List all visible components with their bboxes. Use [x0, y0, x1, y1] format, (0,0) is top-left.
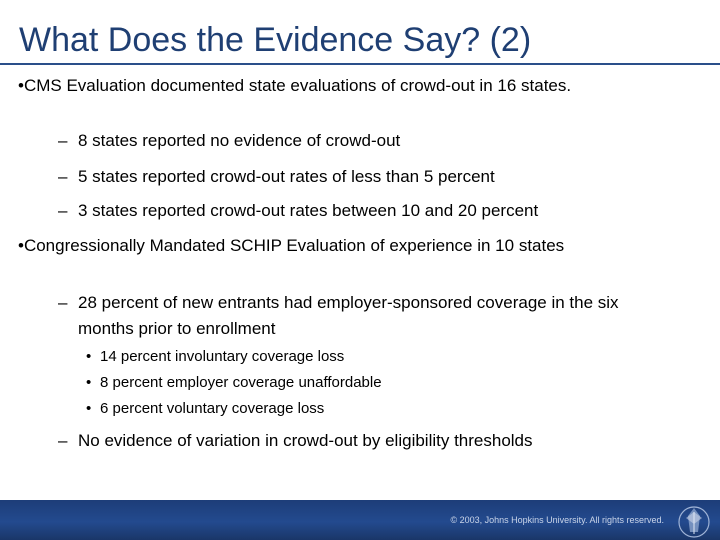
dash-marker: – [58, 131, 68, 150]
title-divider [0, 63, 720, 65]
sub-bullet-less-than-5: – 5 states reported crowd-out rates of l… [58, 164, 678, 190]
dot-marker: • [86, 348, 92, 365]
sub-bullet-no-evidence: – 8 states reported no evidence of crowd… [58, 128, 678, 154]
sub-bullet-text: No evidence of variation in crowd-out by… [78, 431, 533, 450]
dash-marker: – [58, 293, 68, 312]
university-seal-icon [678, 506, 710, 538]
sub-sub-bullet-voluntary: • 6 percent voluntary coverage loss [86, 400, 646, 418]
sub-sub-bullet-text: 6 percent voluntary coverage loss [100, 400, 325, 417]
bullet-schip-evaluation: •Congressionally Mandated SCHIP Evaluati… [18, 236, 565, 255]
dash-marker: – [58, 201, 68, 220]
dash-marker: – [58, 167, 68, 186]
copyright-notice: © 2003, Johns Hopkins University. All ri… [450, 515, 664, 525]
sub-bullet-text: 3 states reported crowd-out rates betwee… [78, 201, 539, 220]
dash-marker: – [58, 431, 68, 450]
footer-bar: © 2003, Johns Hopkins University. All ri… [0, 500, 720, 540]
bullet-cms-evaluation: •CMS Evaluation documented state evaluat… [18, 76, 572, 95]
slide-content: •CMS Evaluation documented state evaluat… [18, 76, 678, 454]
sub-sub-bullet-text: 14 percent involuntary coverage loss [100, 348, 345, 365]
sub-bullet-28-percent: – 28 percent of new entrants had employe… [58, 290, 678, 342]
sub-bullet-text: 8 states reported no evidence of crowd-o… [78, 131, 401, 150]
sub-sub-bullet-involuntary: • 14 percent involuntary coverage loss [86, 348, 646, 366]
sub-sub-bullet-unaffordable: • 8 percent employer coverage unaffordab… [86, 374, 646, 392]
dot-marker: • [86, 374, 92, 391]
sub-bullet-text: 5 states reported crowd-out rates of les… [78, 167, 495, 186]
slide-title: What Does the Evidence Say? (2) [19, 21, 532, 59]
sub-bullet-no-variation: – No evidence of variation in crowd-out … [58, 428, 678, 454]
sub-bullet-text: 28 percent of new entrants had employer-… [78, 293, 619, 338]
dot-marker: • [86, 400, 92, 417]
sub-bullet-10-to-20: – 3 states reported crowd-out rates betw… [58, 198, 678, 224]
sub-sub-bullet-text: 8 percent employer coverage unaffordable [100, 374, 382, 391]
